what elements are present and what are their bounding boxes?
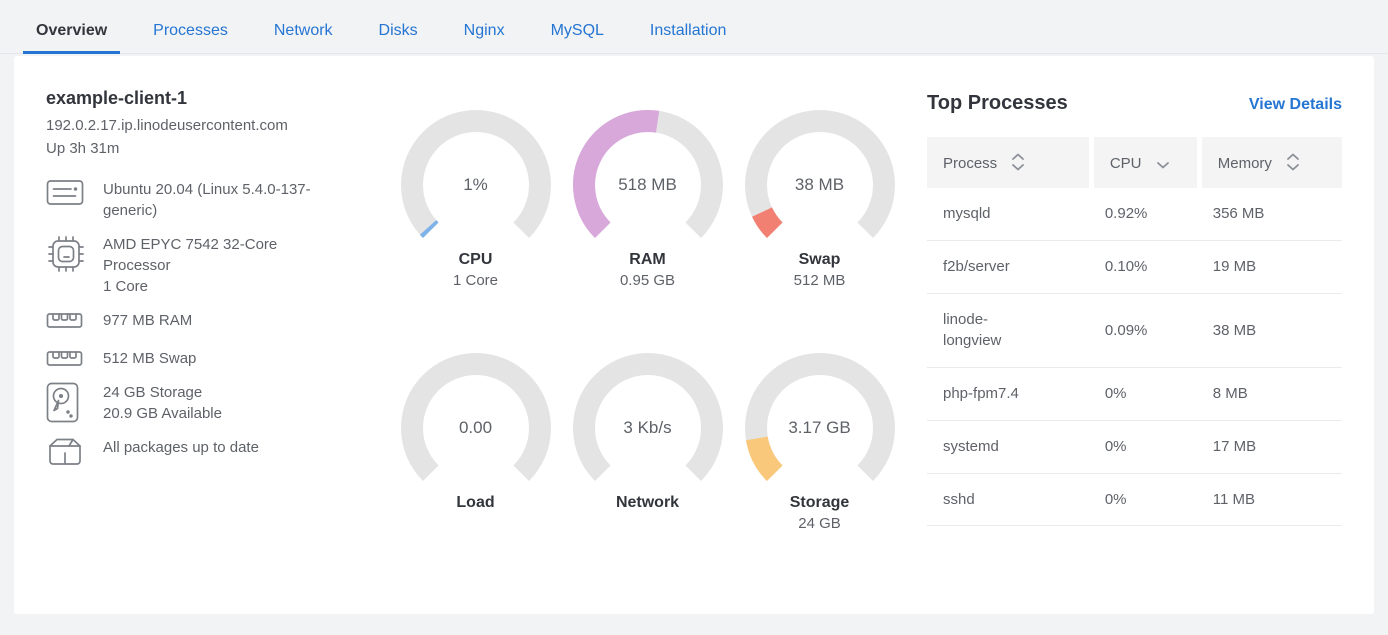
gauges-grid: 1% CPU 1 Core 518 MB RAM 0.95 GB [390, 88, 906, 582]
tab-installation[interactable]: Installation [649, 22, 727, 39]
process-name: mysqld [943, 205, 991, 222]
spec-cpu-model: AMD EPYC 7542 32-Core Processor [103, 235, 278, 274]
process-cpu: 0.10% [1088, 241, 1197, 294]
cpu-chip-icon [46, 234, 86, 274]
top-processes-panel: Top Processes View Details Process CPU [927, 88, 1342, 582]
table-row: php-fpm7.4 0% 8 MB [927, 368, 1342, 421]
spec-storage-total: 24 GB Storage [103, 383, 203, 401]
table-header-row: Process CPU Memory [927, 137, 1342, 188]
spec-os-text: Ubuntu 20.04 (Linux 5.4.0-137-generic) [103, 180, 311, 219]
system-info-panel: example-client-1 192.0.2.17.ip.linodeuse… [46, 88, 368, 582]
spec-storage-text: 24 GB Storage 20.9 GB Available [103, 382, 222, 424]
swap-gauge-sublabel: 512 MB [793, 272, 846, 289]
ram-gauge-value: 518 MB [618, 175, 677, 194]
process-cpu: 0% [1088, 368, 1197, 421]
spec-cpu: AMD EPYC 7542 32-Core Processor 1 Core [46, 234, 368, 297]
client-uptime: Up 3h 31m [46, 140, 120, 158]
table-row: linode-longview 0.09% 38 MB [927, 294, 1342, 368]
hard-disk-icon [46, 382, 86, 423]
ram-gauge: 518 MB RAM 0.95 GB [562, 109, 734, 290]
tab-overview[interactable]: Overview [23, 10, 121, 54]
ram-stick-icon [46, 312, 86, 329]
tab-disks[interactable]: Disks [378, 22, 418, 39]
spec-cpu-cores: 1 Core [103, 277, 149, 295]
process-name: systemd [943, 437, 999, 455]
load-gauge-label: Load [456, 494, 495, 511]
client-name: example-client-1 [46, 88, 188, 108]
client-hostname: 192.0.2.17.ip.linodeusercontent.com [46, 117, 288, 134]
overview-card: example-client-1 192.0.2.17.ip.linodeuse… [14, 56, 1374, 614]
swap-gauge: 38 MB Swap 512 MB [734, 109, 906, 290]
process-cpu: 0% [1088, 474, 1197, 527]
tab-processes[interactable]: Processes [153, 22, 228, 39]
table-row: sshd 0% 11 MB [927, 474, 1342, 527]
sort-both-icon [1287, 153, 1299, 171]
chevron-down-icon [1156, 162, 1169, 169]
cpu-gauge-sublabel: 1 Core [452, 272, 499, 289]
spec-packages: All packages up to date [46, 437, 368, 466]
spec-cpu-text: AMD EPYC 7542 32-Core Processor 1 Core [103, 234, 341, 297]
table-row: systemd 0% 17 MB [927, 421, 1342, 474]
process-memory: 19 MB [1196, 241, 1342, 294]
top-processes-table: Process CPU Memory [927, 137, 1342, 527]
spec-swap-text: 512 MB Swap [103, 349, 197, 367]
network-gauge-value: 3 Kb/s [623, 418, 672, 437]
process-memory: 8 MB [1196, 368, 1342, 421]
process-memory: 17 MB [1196, 421, 1342, 474]
process-memory: 11 MB [1196, 474, 1342, 527]
spec-memory: 977 MB RAM 512 MB Swap [46, 310, 368, 369]
storage-gauge-value: 3.17 GB [788, 418, 851, 437]
load-gauge: 0.00 Load [390, 352, 562, 533]
storage-gauge-sublabel: 24 GB [798, 515, 841, 532]
swap-gauge-value: 38 MB [794, 175, 845, 194]
top-processes-title: Top Processes [927, 92, 1068, 114]
tab-network[interactable]: Network [273, 22, 333, 39]
spec-storage: 24 GB Storage 20.9 GB Available [46, 382, 368, 424]
process-name: linode-longview [943, 310, 1002, 350]
spec-swap-row: 512 MB Swap [46, 348, 196, 369]
cpu-gauge-label: CPU [458, 251, 493, 268]
column-header-memory-label: Memory [1217, 155, 1272, 172]
spec-storage-available: 20.9 GB Available [103, 404, 222, 422]
process-memory: 38 MB [1196, 294, 1342, 368]
process-name: php-fpm7.4 [943, 385, 1019, 402]
network-gauge: 3 Kb/s Network [562, 352, 734, 533]
load-gauge-value: 0.00 [458, 418, 493, 437]
storage-gauge-label: Storage [789, 494, 850, 511]
tab-bar: Overview Processes Network Disks Nginx M… [0, 0, 1388, 54]
column-header-process[interactable]: Process [927, 137, 1089, 188]
storage-gauge: 3.17 GB Storage 24 GB [734, 352, 906, 533]
table-row: mysqld 0.92% 356 MB [927, 188, 1342, 241]
spec-ram-row: 977 MB RAM [46, 310, 192, 331]
network-gauge-label: Network [615, 494, 680, 511]
ram-gauge-sublabel: 0.95 GB [619, 272, 676, 289]
view-details-link[interactable]: View Details [1248, 96, 1342, 113]
process-cpu: 0.92% [1088, 188, 1197, 241]
column-header-process-label: Process [943, 155, 998, 172]
spec-packages-text: All packages up to date [103, 438, 259, 456]
process-memory: 356 MB [1196, 188, 1342, 241]
table-row: f2b/server 0.10% 19 MB [927, 241, 1342, 294]
process-cpu: 0% [1088, 421, 1197, 474]
distro-icon [46, 179, 86, 206]
ram-gauge-label: RAM [629, 251, 666, 268]
column-header-cpu[interactable]: CPU [1088, 137, 1197, 188]
tab-nginx[interactable]: Nginx [463, 22, 505, 39]
process-name: sshd [943, 490, 975, 508]
column-header-cpu-label: CPU [1109, 155, 1142, 172]
tab-mysql[interactable]: MySQL [550, 22, 604, 39]
spec-ram-text: 977 MB RAM [103, 311, 193, 329]
cpu-gauge: 1% CPU 1 Core [390, 109, 562, 290]
package-box-icon [46, 437, 86, 466]
sort-both-icon [1012, 153, 1025, 171]
process-cpu: 0.09% [1088, 294, 1197, 368]
cpu-gauge-value: 1% [463, 175, 488, 194]
spec-os: Ubuntu 20.04 (Linux 5.4.0-137-generic) [46, 179, 368, 221]
column-header-memory[interactable]: Memory [1196, 137, 1342, 188]
swap-gauge-label: Swap [798, 251, 841, 268]
process-name: f2b/server [943, 257, 1010, 275]
ram-stick-icon [46, 350, 86, 367]
